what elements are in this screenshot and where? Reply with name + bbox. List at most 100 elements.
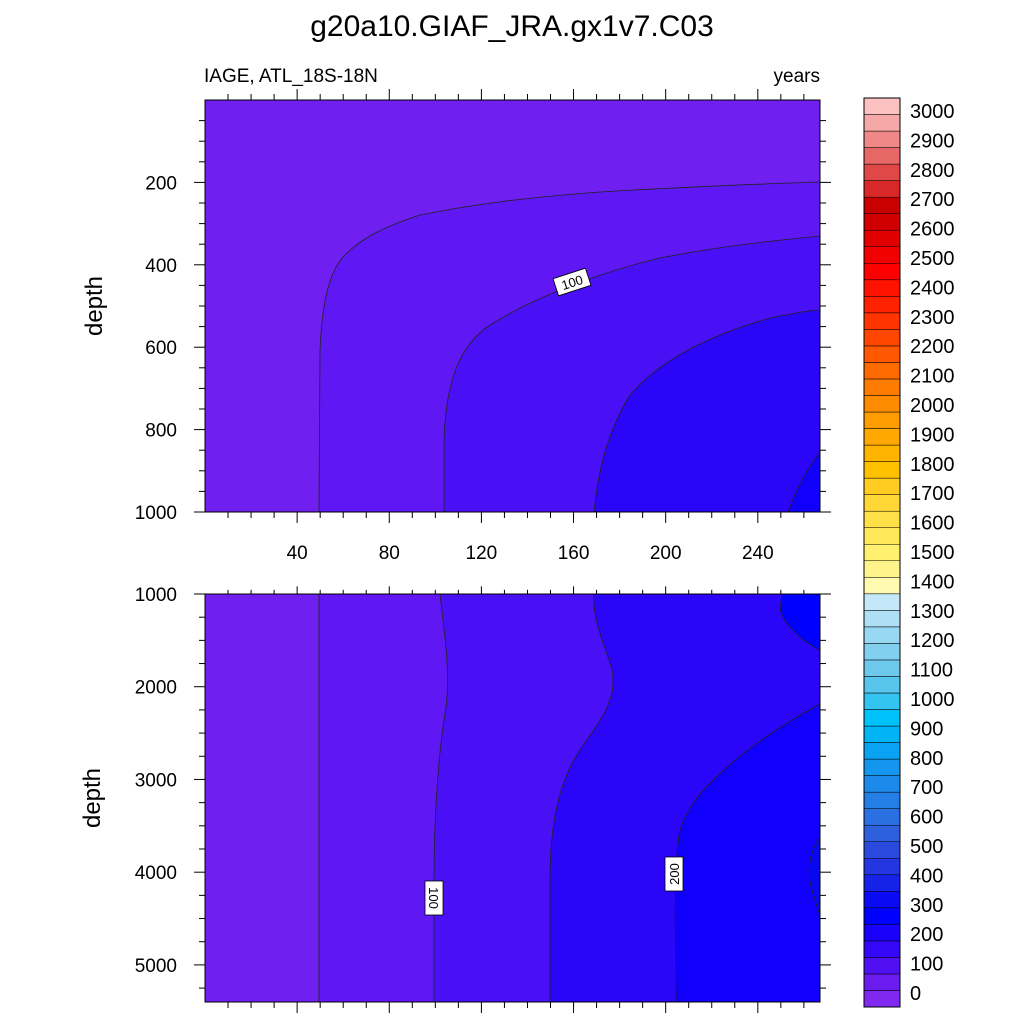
colorbar-label: 1100 bbox=[910, 660, 953, 682]
lower-region-4 bbox=[674, 703, 820, 1002]
colorbar-label: 2200 bbox=[910, 336, 955, 358]
colorbar-swatch bbox=[863, 510, 901, 528]
upper-y-tick-label: 400 bbox=[145, 256, 177, 277]
lower-y-tick-label: 1000 bbox=[135, 585, 177, 606]
colorbar-swatch bbox=[863, 163, 901, 181]
colorbar-swatch bbox=[863, 213, 901, 231]
lower-y-tick-label: 5000 bbox=[135, 956, 177, 977]
colorbar-label: 2100 bbox=[910, 366, 955, 388]
colorbar-label: 2800 bbox=[910, 160, 955, 182]
upper-y-tick-label: 200 bbox=[145, 173, 177, 194]
upper-y-tick-label: 1000 bbox=[135, 503, 177, 524]
lower-y-tick-label: 3000 bbox=[135, 770, 177, 791]
x-tick-label: 40 bbox=[287, 543, 308, 564]
colorbar-swatch bbox=[863, 692, 901, 710]
colorbar-swatch bbox=[863, 263, 901, 281]
chart-title: g20a10.GIAF_JRA.gx1v7.C03 bbox=[310, 10, 714, 43]
colorbar-swatch bbox=[863, 362, 901, 380]
colorbar-swatch bbox=[863, 494, 901, 512]
lower-ylabel: depth bbox=[79, 768, 106, 828]
colorbar-swatch bbox=[863, 577, 901, 595]
colorbar-swatch bbox=[863, 345, 901, 363]
colorbar-label: 1000 bbox=[910, 689, 955, 711]
colorbar-label: 700 bbox=[910, 777, 943, 799]
colorbar: 0 100 200 300 400 500 600 700 800 900 1000 1100 1200… bbox=[863, 97, 955, 1008]
colorbar-swatch bbox=[863, 378, 901, 396]
colorbar-swatch bbox=[863, 147, 901, 165]
colorbar-swatch bbox=[863, 428, 901, 446]
colorbar-swatch bbox=[863, 775, 901, 793]
upper-contour-label: 100 bbox=[552, 267, 592, 297]
colorbar-label: 2000 bbox=[910, 395, 955, 417]
colorbar-swatch bbox=[863, 659, 901, 677]
lower-panel: 100 200 1000 2000 3000 4000 5000 depth bbox=[79, 585, 831, 1003]
colorbar-swatch bbox=[863, 874, 901, 892]
colorbar-swatch bbox=[863, 97, 901, 115]
colorbar-label: 400 bbox=[910, 865, 943, 887]
colorbar-swatch bbox=[863, 312, 901, 330]
colorbar-swatch bbox=[863, 643, 901, 661]
svg-text:100: 100 bbox=[426, 887, 441, 909]
colorbar-swatch bbox=[863, 924, 901, 942]
lower-contour-label-100: 100 bbox=[424, 880, 444, 916]
x-tick-label: 240 bbox=[742, 543, 774, 564]
colorbar-swatch bbox=[863, 709, 901, 727]
svg-text:200: 200 bbox=[667, 863, 682, 885]
colorbar-label: 2700 bbox=[910, 189, 955, 211]
upper-y-tick-label: 800 bbox=[145, 421, 177, 442]
colorbar-swatch bbox=[863, 758, 901, 776]
colorbar-swatch bbox=[863, 411, 901, 429]
colorbar-swatch bbox=[863, 990, 901, 1008]
colorbar-label: 100 bbox=[910, 954, 943, 976]
colorbar-swatch bbox=[863, 461, 901, 479]
colorbar-swatch bbox=[863, 543, 901, 562]
lower-region-6 bbox=[808, 837, 820, 916]
colorbar-label: 0 bbox=[910, 983, 921, 1005]
x-tick-label: 80 bbox=[379, 543, 400, 564]
upper-ylabel: depth bbox=[81, 276, 108, 336]
colorbar-swatch bbox=[863, 444, 901, 462]
colorbar-label: 2600 bbox=[910, 219, 955, 241]
colorbar-label: 2500 bbox=[910, 248, 955, 270]
colorbar-label: 1500 bbox=[910, 542, 955, 564]
colorbar-swatch bbox=[863, 626, 901, 644]
colorbar-swatch bbox=[863, 791, 901, 809]
colorbar-swatch bbox=[863, 824, 901, 842]
colorbar-swatch bbox=[863, 742, 901, 760]
colorbar-swatch bbox=[863, 279, 901, 297]
x-tick-label: 160 bbox=[558, 543, 590, 564]
colorbar-label: 1600 bbox=[910, 513, 955, 535]
colorbar-label: 1400 bbox=[910, 571, 955, 593]
left-subtitle: IAGE, ATL_18S-18N bbox=[204, 66, 378, 87]
colorbar-swatch bbox=[863, 246, 901, 264]
colorbar-swatch bbox=[863, 180, 901, 198]
colorbar-label: 2300 bbox=[910, 307, 955, 329]
lower-contour-label-200: 200 bbox=[664, 856, 684, 892]
lower-y-tick-label: 4000 bbox=[135, 863, 177, 884]
colorbar-swatch bbox=[863, 808, 901, 826]
colorbar-label: 600 bbox=[910, 807, 943, 829]
colorbar-swatch bbox=[863, 130, 901, 148]
colorbar-swatch bbox=[863, 676, 901, 694]
colorbar-swatch bbox=[863, 891, 901, 909]
colorbar-swatch bbox=[863, 114, 901, 132]
colorbar-label: 3000 bbox=[910, 101, 955, 123]
upper-panel: 100 40 80 120 160 200 240 200 400 600 800 1000 dep… bbox=[81, 89, 831, 1013]
colorbar-swatch bbox=[863, 560, 901, 578]
colorbar-swatch bbox=[863, 973, 901, 991]
colorbar-label: 1700 bbox=[910, 483, 955, 505]
colorbar-swatch bbox=[863, 527, 901, 545]
colorbar-swatch bbox=[863, 329, 901, 347]
colorbar-swatch bbox=[863, 957, 901, 975]
colorbar-swatch bbox=[863, 907, 901, 925]
colorbar-swatch bbox=[863, 296, 901, 314]
colorbar-label: 500 bbox=[910, 836, 943, 858]
svg-text:100: 100 bbox=[560, 272, 585, 293]
colorbar-swatch bbox=[863, 610, 901, 628]
colorbar-swatch bbox=[863, 477, 901, 495]
colorbar-label: 1200 bbox=[910, 630, 955, 652]
colorbar-label: 300 bbox=[910, 895, 943, 917]
right-subtitle: years bbox=[774, 66, 820, 87]
colorbar-swatch bbox=[863, 196, 901, 214]
colorbar-label: 900 bbox=[910, 718, 943, 740]
